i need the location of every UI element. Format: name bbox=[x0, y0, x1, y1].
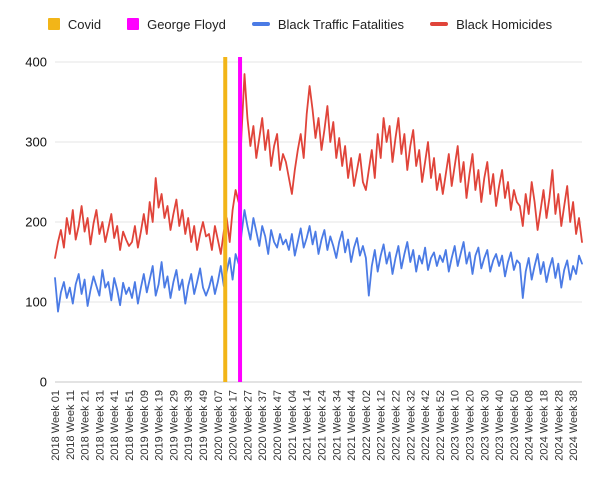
x-tick-label: 2024 Week 08 bbox=[524, 390, 536, 461]
x-tick-label: 2020 Week 27 bbox=[242, 390, 254, 461]
x-tick-label: 2018 Week 01 bbox=[50, 390, 62, 461]
chart-legend: Covid George Floyd Black Traffic Fatalitie… bbox=[0, 0, 600, 40]
x-tick-label: 2019 Week 19 bbox=[154, 390, 166, 461]
legend-item-covid[interactable]: Covid bbox=[47, 16, 102, 32]
x-tick-label: 2021 Week 14 bbox=[302, 390, 314, 461]
x-tick-label: 2019 Week 29 bbox=[168, 390, 180, 461]
x-tick-label: 2018 Week 31 bbox=[94, 390, 106, 461]
x-tick-label: 2022 Week 02 bbox=[361, 390, 373, 461]
y-tick-label: 300 bbox=[25, 135, 47, 150]
x-tick-label: 2022 Week 22 bbox=[390, 390, 402, 461]
y-tick-label: 100 bbox=[25, 295, 47, 310]
y-tick-label: 400 bbox=[25, 55, 47, 70]
x-tick-label: 2022 Week 12 bbox=[376, 390, 388, 461]
x-tick-label: 2020 Week 47 bbox=[272, 390, 284, 461]
x-tick-label: 2020 Week 37 bbox=[257, 390, 269, 461]
series-line-black-traffic-fatalities bbox=[54, 209, 583, 313]
x-tick-label: 2020 Week 17 bbox=[228, 390, 240, 461]
x-tick-label: 2024 Week 38 bbox=[568, 390, 580, 461]
x-tick-label: 2019 Week 09 bbox=[139, 390, 151, 461]
x-tick-label: 2018 Week 51 bbox=[124, 390, 136, 461]
legend-marker-icon bbox=[127, 18, 140, 30]
x-tick-label: 2021 Week 44 bbox=[346, 390, 358, 461]
x-tick-label: 2023 Week 10 bbox=[450, 390, 462, 461]
x-tick-label: 2023 Week 40 bbox=[494, 390, 506, 461]
y-tick-label: 0 bbox=[40, 375, 47, 390]
x-tick-label: 2022 Week 42 bbox=[420, 390, 432, 461]
legend-item-black-homicides[interactable]: Black Homicides bbox=[430, 17, 552, 32]
x-tick-label: 2023 Week 50 bbox=[509, 390, 521, 461]
x-tick-label: 2020 Week 07 bbox=[213, 390, 225, 461]
x-tick-label: 2018 Week 11 bbox=[65, 390, 77, 460]
x-tick-label: 2019 Week 39 bbox=[183, 390, 195, 461]
x-tick-label: 2021 Week 24 bbox=[316, 390, 328, 461]
x-tick-label: 2023 Week 20 bbox=[464, 390, 476, 461]
x-tick-label: 2024 Week 18 bbox=[539, 390, 551, 461]
x-tick-label: 2018 Week 21 bbox=[80, 390, 92, 461]
x-tick-label: 2021 Week 04 bbox=[287, 390, 299, 461]
x-tick-label: 2022 Week 52 bbox=[435, 390, 447, 461]
x-tick-label: 2022 Week 32 bbox=[405, 390, 417, 461]
legend-label: Black Homicides bbox=[456, 16, 553, 32]
legend-label: Black Traffic Fatalities bbox=[277, 16, 405, 32]
x-tick-label: 2023 Week 30 bbox=[479, 390, 491, 461]
x-tick-label: 2021 Week 34 bbox=[331, 390, 343, 461]
legend-marker-icon bbox=[430, 22, 449, 26]
legend-marker-icon bbox=[47, 18, 60, 30]
y-tick-label: 200 bbox=[25, 215, 47, 230]
legend-label: George Floyd bbox=[147, 16, 226, 32]
legend-label: Covid bbox=[67, 16, 102, 32]
series-line-black-homicides bbox=[54, 73, 583, 259]
legend-item-black-traffic-fatalities[interactable]: Black Traffic Fatalities bbox=[251, 16, 405, 32]
legend-marker-icon bbox=[251, 22, 270, 26]
x-tick-label: 2018 Week 41 bbox=[109, 390, 121, 461]
legend-item-george-floyd[interactable]: George Floyd bbox=[127, 17, 226, 32]
x-tick-label: 2019 Week 49 bbox=[198, 390, 210, 461]
x-tick-label: 2024 Week 28 bbox=[553, 390, 565, 461]
